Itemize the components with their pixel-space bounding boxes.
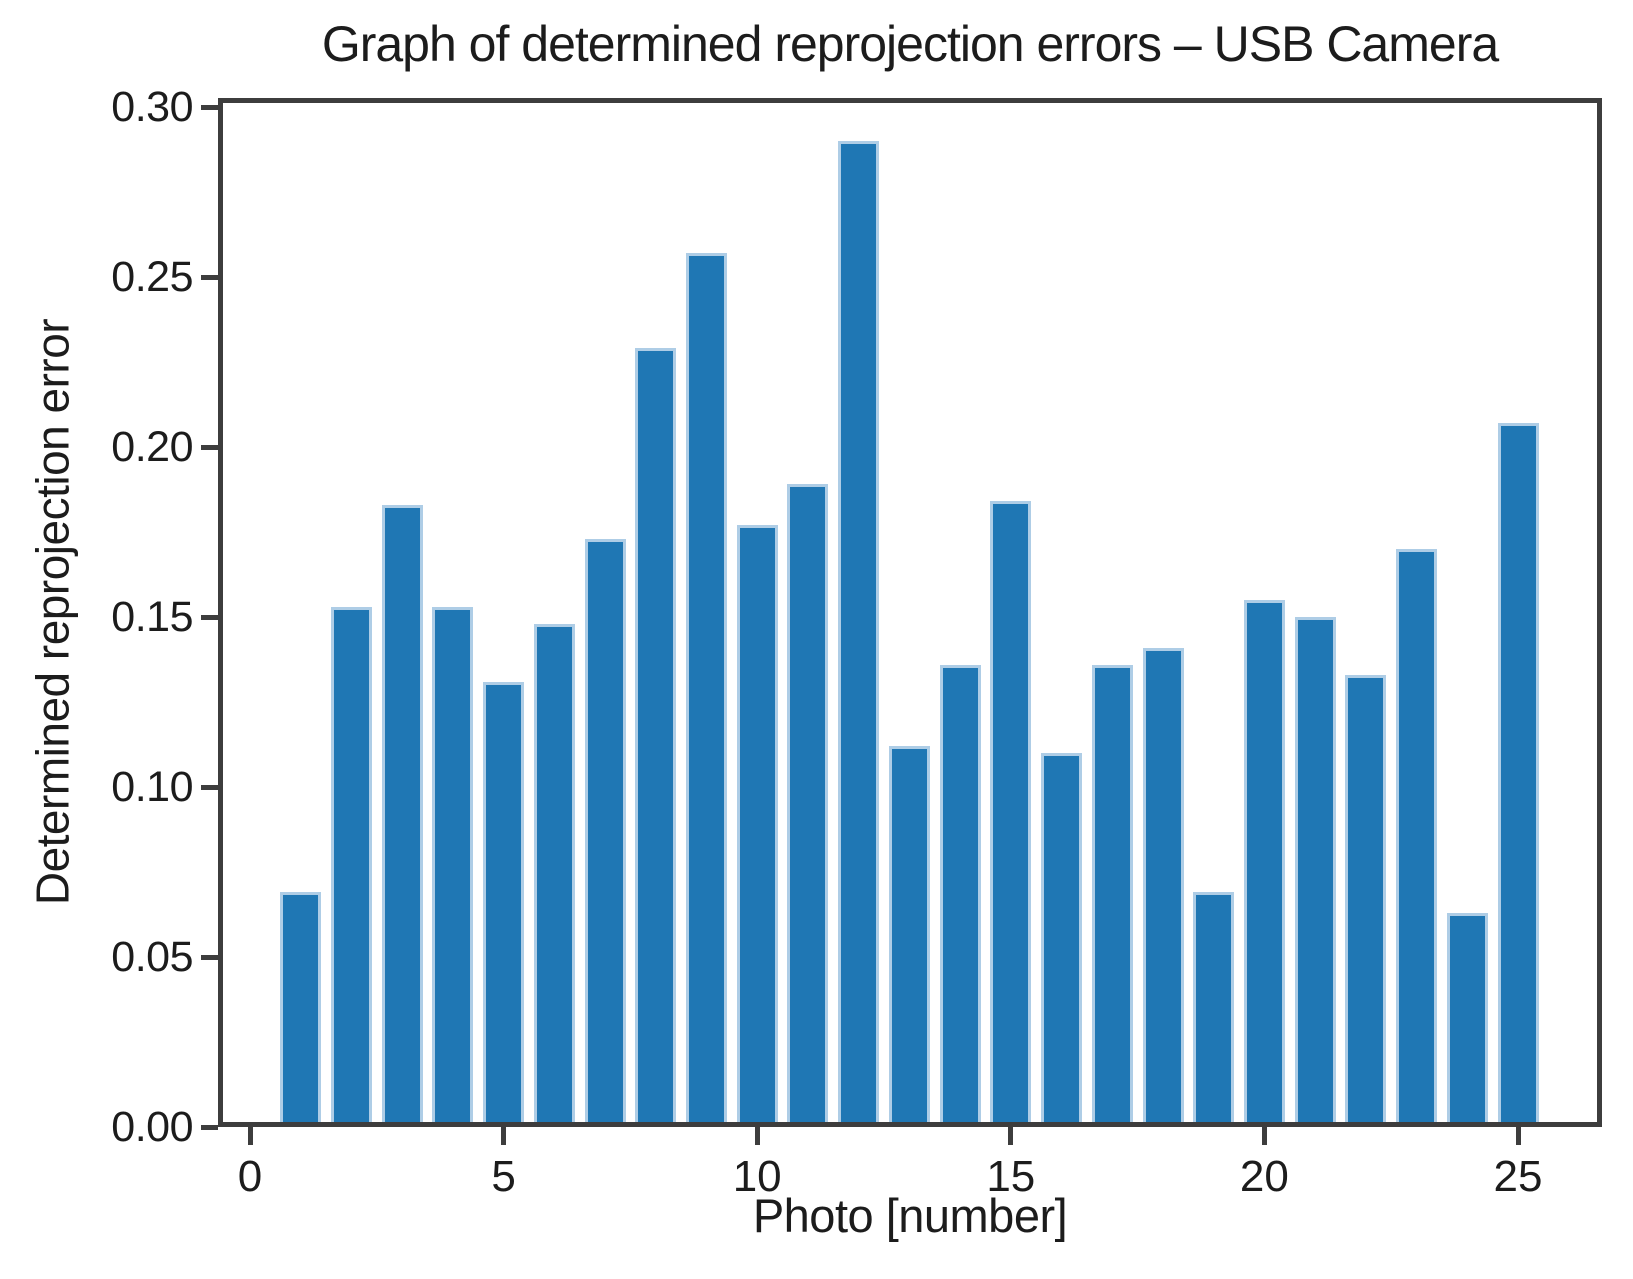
bar — [1396, 549, 1438, 1127]
bar — [736, 525, 778, 1127]
bar — [584, 538, 626, 1127]
x-tick-label: 10 — [732, 1152, 782, 1201]
bar — [1193, 892, 1235, 1127]
bar — [888, 746, 930, 1127]
bar — [1345, 674, 1387, 1127]
y-tick-label: 0.10 — [111, 763, 193, 811]
bar — [1243, 600, 1285, 1127]
x-tick — [1008, 1127, 1014, 1145]
bar — [280, 892, 322, 1127]
x-tick-label: 0 — [237, 1152, 263, 1201]
y-tick-label: 0.20 — [111, 423, 193, 471]
bar — [432, 606, 474, 1127]
x-tick-label: 20 — [1239, 1152, 1289, 1201]
x-tick-label: 15 — [986, 1152, 1036, 1201]
bar — [1294, 617, 1336, 1127]
chart-title: Graph of determined reprojection errors … — [321, 16, 1499, 72]
bar — [635, 348, 677, 1127]
x-axis-label: Photo [number] — [752, 1189, 1068, 1242]
y-tick — [201, 104, 218, 110]
x-tick-label: 5 — [491, 1152, 516, 1201]
bar — [939, 664, 981, 1127]
bar — [1041, 753, 1082, 1127]
y-tick-label: 0.15 — [111, 593, 193, 641]
y-tick-label: 0.05 — [111, 933, 193, 981]
y-tick — [201, 444, 218, 450]
bar — [1497, 423, 1539, 1127]
bar — [533, 623, 575, 1127]
x-tick — [1515, 1127, 1521, 1145]
y-tick-label: 0.00 — [111, 1103, 193, 1151]
bar — [1142, 647, 1184, 1127]
bar — [381, 504, 423, 1127]
y-tick — [201, 1124, 218, 1130]
bar — [330, 606, 372, 1127]
bar — [1091, 664, 1133, 1127]
bar — [838, 141, 880, 1127]
plot-area — [218, 98, 1602, 1127]
bar — [686, 253, 727, 1127]
bar — [787, 484, 829, 1127]
x-tick-label: 25 — [1493, 1152, 1543, 1201]
x-tick — [501, 1127, 507, 1145]
y-tick — [201, 614, 218, 620]
x-tick — [754, 1127, 760, 1145]
x-tick — [1261, 1127, 1267, 1145]
bar — [990, 501, 1032, 1127]
y-tick — [201, 274, 218, 280]
y-tick — [201, 954, 218, 960]
y-tick-label: 0.30 — [111, 83, 193, 131]
x-tick — [247, 1127, 253, 1145]
y-tick-label: 0.25 — [111, 253, 193, 301]
y-tick — [201, 784, 218, 790]
bar — [1446, 912, 1488, 1127]
bar — [483, 681, 525, 1127]
